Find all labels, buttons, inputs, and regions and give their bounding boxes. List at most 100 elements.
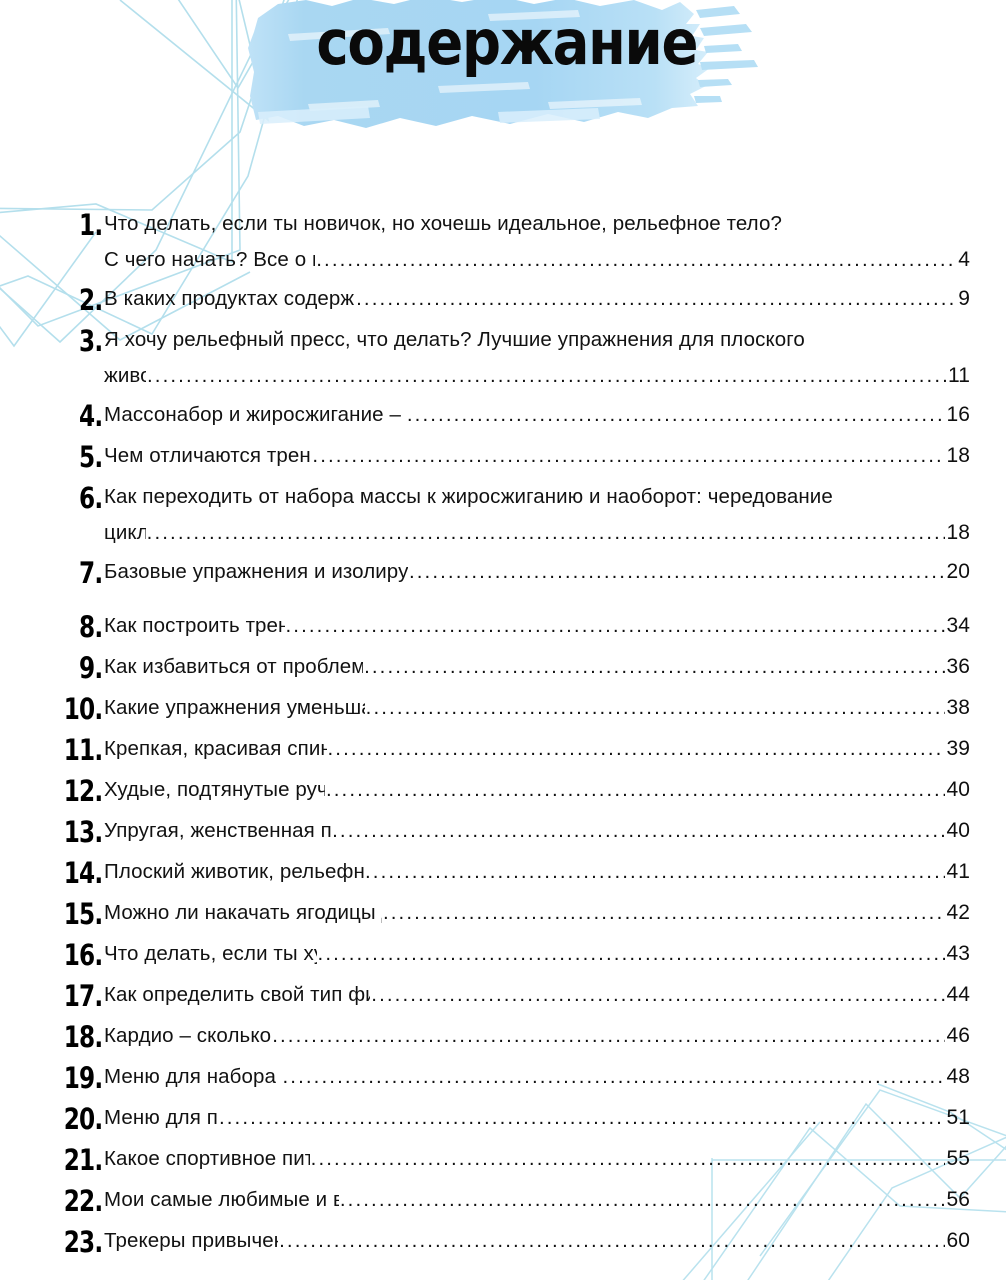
- toc-entry[interactable]: 17. Как определить свой тип фигуры? Трен…: [0, 977, 1006, 1015]
- toc-page-number: 55: [946, 1147, 970, 1170]
- toc-entry-title: Массонабор и жиросжигание – что это и в …: [104, 403, 406, 426]
- toc-entry-body: Массонабор и жиросжигание – что это и в …: [104, 397, 970, 433]
- toc-entry-number: 17.: [63, 979, 104, 1013]
- toc-entry-number: 11.: [63, 733, 104, 767]
- toc-page-number: 16: [946, 403, 970, 426]
- toc-entry-body: Как определить свой тип фигуры? Трениров…: [104, 977, 970, 1013]
- toc-entry-number: 15.: [63, 897, 104, 931]
- toc-entry[interactable]: 11. Крепкая, красивая спинка – лучшие уп…: [0, 731, 1006, 769]
- toc-entry-number: 12.: [63, 774, 104, 808]
- toc-entry-title: Кардио – сколько, когда и зачем?: [104, 1024, 272, 1047]
- toc-entry[interactable]: 22. Мои самые любимые и вкусные рецепты …: [0, 1182, 1006, 1220]
- toc-entry-title: Крепкая, красивая спинка – лучшие упражн…: [104, 737, 327, 760]
- toc-entry[interactable]: 9. Как избавиться от проблемных зон, цел…: [0, 649, 1006, 687]
- toc-entry[interactable]: 18. Кардио – сколько, когда и зачем? 46: [0, 1018, 1006, 1056]
- toc-entry-number: 3.: [79, 324, 103, 358]
- page-header: содержание: [0, 0, 1006, 160]
- toc-entry-title: Упругая, женственная попа – лучшие упраж…: [104, 819, 332, 842]
- toc-page-number: 46: [946, 1024, 970, 1047]
- dot-leader: [311, 1149, 946, 1170]
- toc-entry-number: 22.: [63, 1184, 104, 1218]
- toc-entry-number: 14.: [63, 856, 104, 890]
- dot-leader: [318, 944, 946, 965]
- dot-leader: [356, 289, 957, 310]
- toc-entry[interactable]: 5. Чем отличаются тренировки в зале и до…: [0, 438, 1006, 476]
- toc-page-number: 43: [946, 942, 970, 965]
- toc-entry-number: 19.: [63, 1061, 104, 1095]
- toc-entry-title: Что делать, если ты новичок, но хочешь и…: [104, 212, 782, 235]
- toc-entry[interactable]: 13. Упругая, женственная попа – лучшие у…: [0, 813, 1006, 851]
- toc-entry-body: Плоский животик, рельефный пресс – общие…: [104, 854, 970, 890]
- toc-entry-title: Трекеры привычек на каждый день: [104, 1229, 279, 1252]
- toc-entry-body: Как переходить от набора массы к жиросжи…: [104, 479, 970, 551]
- dot-leader: [371, 985, 945, 1006]
- toc-entry-number: 4.: [79, 399, 103, 433]
- toc-page-number: 39: [946, 737, 970, 760]
- toc-entry-body: Трекеры привычек на каждый день 60: [104, 1223, 970, 1259]
- toc-entry-title: Меню для похудения: [104, 1106, 218, 1129]
- toc-entry[interactable]: 3. Я хочу рельефный пресс, что делать? Л…: [0, 322, 1006, 394]
- toc-entry-body: Чем отличаются тренировки в зале и дома?…: [104, 438, 970, 474]
- toc-list: 1. Что делать, если ты новичок, но хочеш…: [0, 206, 1006, 1264]
- toc-entry[interactable]: 8. Как построить тренировочный план? 34: [0, 608, 1006, 646]
- toc-page-number: 41: [946, 860, 970, 883]
- toc-entry-title: Какое спортивное питание выбрать? Обзор: [104, 1147, 310, 1170]
- toc-entry[interactable]: 4. Массонабор и жиросжигание – что это и…: [0, 397, 1006, 435]
- toc-entry-number: 7.: [79, 556, 103, 590]
- toc-page-number: 40: [946, 819, 970, 842]
- toc-entry-title: Какие упражнения уменьшают талию и увели…: [104, 696, 365, 719]
- toc-page-number: 38: [946, 696, 970, 719]
- toc-entry[interactable]: 1. Что делать, если ты новичок, но хочеш…: [0, 206, 1006, 278]
- toc-entry[interactable]: 12. Худые, подтянутые ручки – лучшие упр…: [0, 772, 1006, 810]
- toc-entry[interactable]: 10. Какие упражнения уменьшают талию и у…: [0, 690, 1006, 728]
- dot-leader: [279, 1231, 945, 1252]
- toc-entry[interactable]: 14. Плоский животик, рельефный пресс – о…: [0, 854, 1006, 892]
- dot-leader: [219, 1108, 946, 1129]
- toc-entry-body: Я хочу рельефный пресс, что делать? Лучш…: [104, 322, 970, 394]
- toc-page-number: 51: [946, 1106, 970, 1129]
- toc-page-number: 60: [946, 1229, 970, 1252]
- toc-entry[interactable]: 19. Меню для набора мышечной массы 48: [0, 1059, 1006, 1097]
- toc-page-number: 4: [958, 248, 970, 271]
- toc-entry-title: Плоский животик, рельефный пресс – общие…: [104, 860, 364, 883]
- toc-entry-number: 5.: [79, 440, 103, 474]
- toc-entry-title: Мои самые любимые и вкусные рецепты за 5…: [104, 1188, 339, 1211]
- brush-stroke-background: [248, 0, 758, 128]
- dot-leader: [147, 523, 946, 544]
- toc-entry-body: Меню для набора мышечной массы 48: [104, 1059, 970, 1095]
- toc-entry-body: Какое спортивное питание выбрать? Обзор …: [104, 1141, 970, 1177]
- toc-entry[interactable]: 20. Меню для похудения 51: [0, 1100, 1006, 1138]
- toc-page-number: 42: [946, 901, 970, 924]
- toc-entry-body: Мои самые любимые и вкусные рецепты за 5…: [104, 1182, 970, 1218]
- toc-entry[interactable]: 16. Что делать, если ты худая, но кожа д…: [0, 936, 1006, 974]
- toc-entry-number: 10.: [63, 692, 104, 726]
- toc-entry-number: 9.: [79, 651, 103, 685]
- dot-leader: [409, 562, 945, 583]
- toc-entry-number: 23.: [63, 1225, 104, 1259]
- dot-leader: [340, 1190, 946, 1211]
- toc-entry-body: Что делать, если ты новичок, но хочешь и…: [104, 206, 970, 278]
- toc-entry-title: Чем отличаются тренировки в зале и дома?: [104, 444, 311, 467]
- dot-leader: [316, 250, 957, 271]
- toc-entry-number: 1.: [79, 208, 103, 242]
- toc-entry[interactable]: 15. Можно ли накачать ягодицы дома или с…: [0, 895, 1006, 933]
- toc-entry-body: Что делать, если ты худая, но кожа дрябл…: [104, 936, 970, 972]
- toc-entry-body: Кардио – сколько, когда и зачем? 46: [104, 1018, 970, 1054]
- toc-entry-title: Как переходить от набора массы к жиросжи…: [104, 485, 833, 508]
- toc-page-number: 48: [946, 1065, 970, 1088]
- toc-entry-number: 18.: [63, 1020, 104, 1054]
- toc-entry-body: Можно ли накачать ягодицы дома или сдела…: [104, 895, 970, 931]
- toc-entry-number: 16.: [63, 938, 104, 972]
- dot-leader: [332, 821, 945, 842]
- toc-entry[interactable]: 23. Трекеры привычек на каждый день 60: [0, 1223, 1006, 1261]
- toc-page-number: 18: [946, 521, 970, 544]
- toc-entry-title-cont: циклов: [104, 521, 146, 544]
- toc-entry-title-cont: С чего начать? Все о питании, расчёт КБЖ…: [104, 248, 315, 271]
- toc-entry[interactable]: 7. Базовые упражнения и изолирующие – пр…: [0, 554, 1006, 592]
- toc-entry[interactable]: 6. Как переходить от набора массы к жиро…: [0, 479, 1006, 551]
- toc-entry[interactable]: 21. Какое спортивное питание выбрать? Об…: [0, 1141, 1006, 1179]
- dot-leader: [272, 1026, 945, 1047]
- toc-entry[interactable]: 2. В каких продуктах содержатся белки, ж…: [0, 281, 1006, 319]
- toc-entry-body: Меню для похудения 51: [104, 1100, 970, 1136]
